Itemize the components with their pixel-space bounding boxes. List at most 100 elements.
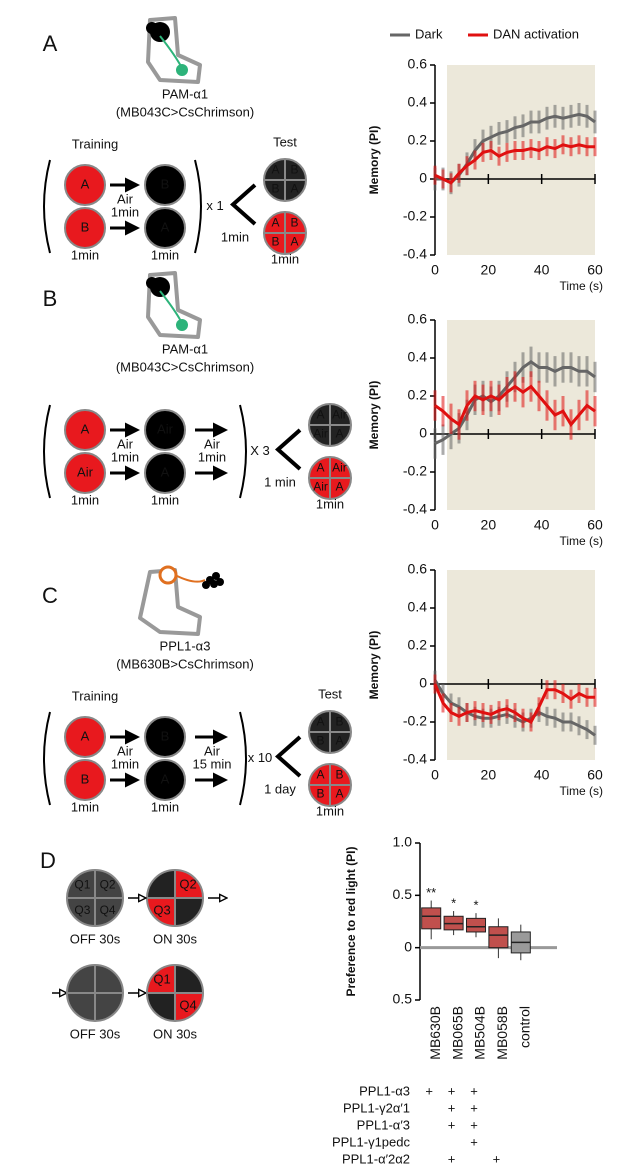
label: 1 min (264, 474, 296, 489)
label: A (335, 480, 343, 494)
label: Training (72, 136, 118, 151)
chevron (274, 428, 302, 471)
y-tick-label: 1.0 (393, 834, 413, 850)
label: + (448, 1151, 456, 1166)
genotype-label: PPL1-α3 (359, 1083, 410, 1098)
label: Q3 (74, 903, 90, 917)
significance: * (451, 895, 456, 910)
label: A (290, 182, 298, 196)
y-axis-label: Preference to red light (PI) (344, 846, 358, 996)
label: Air (117, 743, 134, 758)
bracket (43, 711, 51, 806)
genotype-label: PPL1-α′2α2 (342, 1151, 410, 1166)
label: A (272, 216, 280, 230)
label: Air (117, 191, 134, 206)
label: Test (273, 134, 297, 149)
label: A (317, 461, 325, 475)
box (465, 917, 487, 933)
label: Air (332, 408, 347, 422)
label: 1min (271, 251, 299, 266)
stimulus-period (447, 570, 595, 760)
x-tick-label: 40 (534, 767, 550, 783)
chevron (274, 735, 302, 778)
y-axis-label: Memory (PI) (367, 381, 381, 450)
x-tick-label: 0 (431, 262, 439, 278)
bracket (43, 159, 51, 254)
odor-circle (64, 207, 106, 249)
label: Air (332, 461, 347, 475)
y-tick-label: 0.2 (408, 132, 428, 148)
label: A (317, 768, 325, 782)
label: 1min (71, 492, 99, 507)
label: B (81, 219, 90, 234)
label: Q3 (153, 902, 170, 917)
label: ON 30s (153, 931, 198, 946)
label: B (272, 182, 280, 196)
x-axis-label: Time (s) (559, 279, 603, 293)
label: x 1 (206, 198, 223, 213)
label: PAM-α1 (162, 341, 208, 356)
y-tick-label: -0.2 (403, 208, 427, 224)
bracket (239, 404, 247, 499)
y-tick-label: 0.5 (393, 991, 413, 1007)
x-tick-label: 40 (534, 262, 550, 278)
label: 15 min (192, 756, 231, 771)
label: + (448, 1083, 456, 1098)
label: A (290, 235, 298, 249)
label: A (335, 734, 343, 748)
neuron-icon (146, 22, 224, 589)
label: A (335, 427, 343, 441)
label: B (317, 787, 325, 801)
label: A (161, 219, 170, 234)
odor-circle (64, 452, 106, 494)
label: X 3 (250, 443, 270, 458)
y-tick-label: -0.2 (403, 713, 427, 729)
label: Air (204, 743, 221, 758)
y-tick-label: 0 (419, 425, 427, 441)
x-tick-label: MB504B (472, 1006, 488, 1060)
label: ON 30s (153, 1026, 198, 1041)
y-tick-label: 0.6 (408, 56, 428, 72)
bracket (239, 711, 247, 806)
series-line (433, 683, 595, 724)
label: (MB630B>CsChrimson) (116, 656, 254, 671)
label: Air (117, 436, 134, 451)
label: PAM-α1 (162, 86, 208, 101)
label: A (161, 771, 170, 786)
label: Air (77, 464, 94, 479)
y-tick-label: -0.4 (403, 246, 427, 262)
label: A (81, 421, 90, 436)
odor-circle (144, 409, 186, 451)
label: 1min (198, 449, 226, 464)
label: 1min (151, 492, 179, 507)
label: B (335, 715, 343, 729)
label: B (290, 216, 298, 230)
label: PPL1-α3 (160, 638, 211, 653)
significance: * (473, 898, 478, 913)
label: + (493, 1151, 501, 1166)
label: B (161, 176, 170, 191)
x-tick-label: 60 (587, 262, 603, 278)
label: A (161, 464, 170, 479)
y-tick-label: 0.4 (408, 94, 428, 110)
y-tick-label: 0.2 (408, 387, 428, 403)
label: OFF 30s (70, 1026, 121, 1041)
series-line (434, 143, 595, 185)
box (488, 926, 509, 949)
label: B (272, 235, 280, 249)
y-tick-label: 0.4 (408, 349, 428, 365)
label: Training (72, 688, 118, 703)
stimulus-period (447, 65, 595, 255)
chevron (229, 183, 257, 226)
label: 1min (151, 799, 179, 814)
label: Air (157, 421, 174, 436)
x-tick-label: 20 (481, 767, 497, 783)
label: Air (313, 427, 328, 441)
y-tick-label: 0.5 (393, 886, 413, 902)
significance: ** (426, 885, 436, 900)
label: 1min (71, 799, 99, 814)
label: B (43, 286, 58, 311)
label: B (335, 768, 343, 782)
label: C (42, 583, 58, 608)
